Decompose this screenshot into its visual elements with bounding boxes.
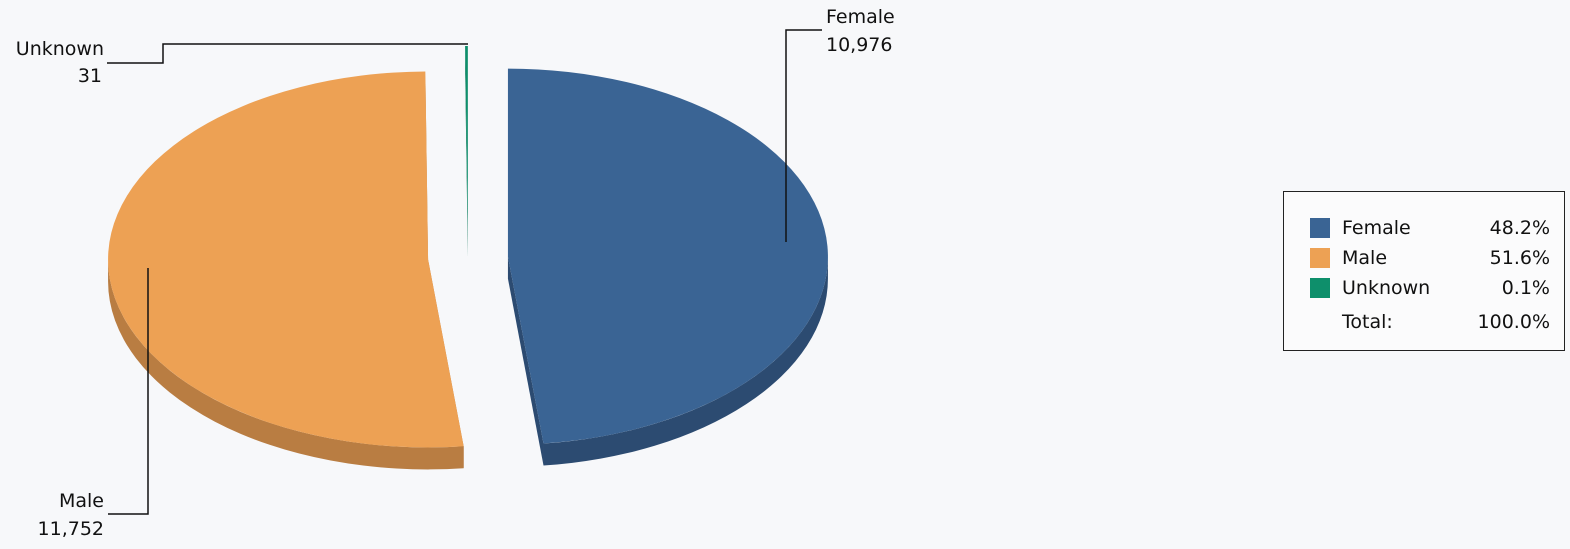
data-label-unknown-name: Unknown: [16, 38, 104, 60]
pie-slice-female: [507, 68, 828, 466]
legend-total-value: 100.0%: [1477, 311, 1550, 333]
legend-percent-unknown: 0.1%: [1501, 277, 1550, 299]
leader-line-male: [108, 268, 149, 515]
pie-slice-wall-female-1: [507, 256, 544, 466]
pie-slice-top-male: [108, 71, 464, 448]
data-label-male-name: Male: [59, 490, 104, 512]
pie-slice-male: [108, 71, 464, 470]
pie-slice-side-female: [543, 256, 828, 466]
legend-item-unknown: Unknown 0.1%: [1310, 276, 1550, 300]
legend-item-female: Female 48.2%: [1310, 216, 1550, 240]
data-label-female-name: Female: [826, 6, 895, 28]
pie-slice-top-unknown: [465, 46, 468, 235]
legend-label-male: Male: [1342, 247, 1388, 269]
legend-swatch-male: [1310, 248, 1330, 268]
legend-total-label: Total:: [1342, 311, 1393, 333]
legend-percent-female: 48.2%: [1489, 217, 1550, 239]
legend-item-male: Male 51.6%: [1310, 246, 1550, 270]
pie-slice-top-female: [507, 68, 828, 444]
pie-slice-wall-unknown-0: [465, 46, 468, 257]
legend-label-unknown: Unknown: [1342, 277, 1431, 299]
leader-lines: [107, 29, 822, 515]
data-labels: Female 10,976 Male 11,752 Unknown 31: [16, 6, 895, 540]
pie-slices: [108, 46, 828, 470]
legend-total-row: Total: 100.0%: [1310, 310, 1550, 334]
leader-line-unknown: [107, 43, 468, 64]
pie-slice-side-male: [108, 259, 464, 470]
legend-label-female: Female: [1342, 217, 1411, 239]
legend-percent-male: 51.6%: [1489, 247, 1550, 269]
chart-legend: Female 48.2% Male 51.6% Unknown 0.1% Tot…: [1283, 191, 1565, 351]
data-label-male-value: 11,752: [38, 518, 104, 540]
pie-slice-unknown: [465, 46, 468, 257]
leader-line-female: [785, 29, 822, 242]
data-label-unknown-value: 31: [78, 65, 102, 87]
legend-swatch-unknown: [1310, 278, 1330, 298]
legend-swatch-female: [1310, 218, 1330, 238]
data-label-female-value: 10,976: [826, 34, 892, 56]
